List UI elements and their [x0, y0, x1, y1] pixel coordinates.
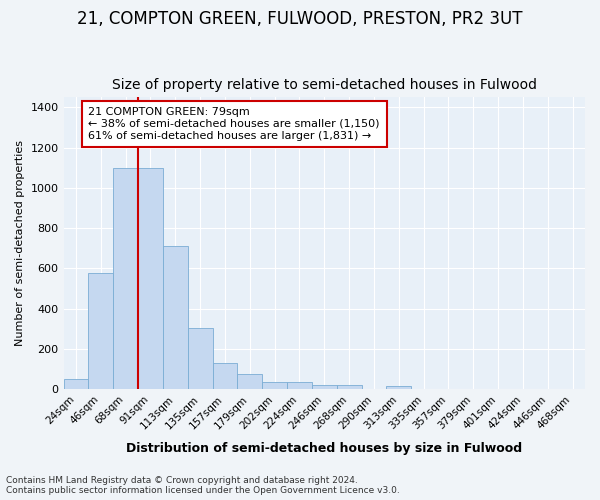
Text: 21, COMPTON GREEN, FULWOOD, PRESTON, PR2 3UT: 21, COMPTON GREEN, FULWOOD, PRESTON, PR2… — [77, 10, 523, 28]
Text: Contains HM Land Registry data © Crown copyright and database right 2024.
Contai: Contains HM Land Registry data © Crown c… — [6, 476, 400, 495]
Bar — [337, 385, 362, 389]
X-axis label: Distribution of semi-detached houses by size in Fulwood: Distribution of semi-detached houses by … — [126, 442, 523, 455]
Bar — [312, 385, 337, 389]
Bar — [113, 168, 138, 389]
Bar — [64, 379, 88, 389]
Bar — [212, 363, 238, 389]
Bar — [262, 382, 287, 389]
Bar — [88, 274, 113, 389]
Text: 21 COMPTON GREEN: 79sqm
← 38% of semi-detached houses are smaller (1,150)
61% of: 21 COMPTON GREEN: 79sqm ← 38% of semi-de… — [88, 108, 380, 140]
Y-axis label: Number of semi-detached properties: Number of semi-detached properties — [15, 140, 25, 346]
Bar — [163, 246, 188, 389]
Bar — [386, 386, 411, 389]
Bar — [238, 374, 262, 389]
Title: Size of property relative to semi-detached houses in Fulwood: Size of property relative to semi-detach… — [112, 78, 537, 92]
Bar — [287, 382, 312, 389]
Bar — [138, 168, 163, 389]
Bar — [188, 328, 212, 389]
